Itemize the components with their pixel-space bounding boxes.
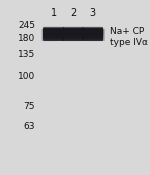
Text: 75: 75 [24, 102, 35, 111]
FancyBboxPatch shape [63, 28, 84, 40]
FancyBboxPatch shape [82, 28, 103, 40]
FancyBboxPatch shape [63, 28, 84, 38]
Text: type IVα: type IVα [110, 38, 148, 47]
FancyBboxPatch shape [63, 27, 84, 34]
FancyBboxPatch shape [43, 29, 64, 41]
Text: 180: 180 [18, 34, 35, 43]
FancyBboxPatch shape [41, 29, 105, 41]
FancyBboxPatch shape [63, 27, 84, 36]
Text: 2: 2 [70, 8, 76, 18]
FancyBboxPatch shape [43, 27, 64, 34]
FancyBboxPatch shape [82, 28, 103, 38]
FancyBboxPatch shape [63, 27, 84, 37]
Text: 135: 135 [18, 50, 35, 59]
FancyBboxPatch shape [43, 28, 64, 40]
FancyBboxPatch shape [82, 27, 103, 34]
FancyBboxPatch shape [43, 27, 64, 36]
FancyBboxPatch shape [43, 27, 64, 37]
FancyBboxPatch shape [63, 29, 84, 41]
Text: 245: 245 [18, 21, 35, 30]
FancyBboxPatch shape [82, 27, 103, 36]
FancyBboxPatch shape [82, 29, 103, 41]
Text: 100: 100 [18, 72, 35, 81]
FancyBboxPatch shape [43, 28, 64, 38]
Text: 3: 3 [90, 8, 96, 18]
Text: 1: 1 [51, 8, 57, 18]
Text: Na+ CP: Na+ CP [110, 27, 144, 36]
Text: 63: 63 [24, 122, 35, 131]
FancyBboxPatch shape [82, 27, 103, 37]
